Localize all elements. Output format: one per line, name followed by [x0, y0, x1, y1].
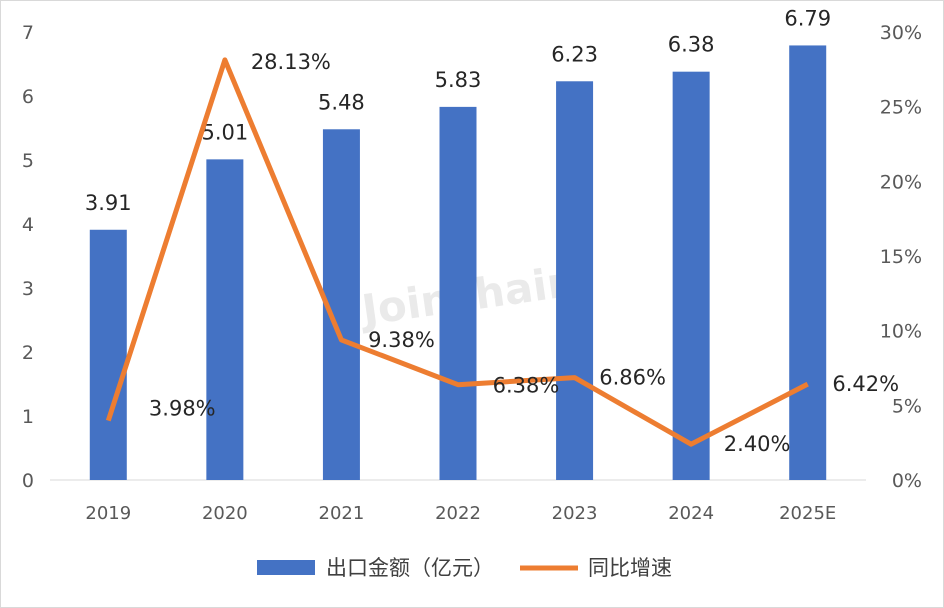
- x-tick-label: 2024: [668, 503, 714, 524]
- growth-rate-label: 6.42%: [832, 372, 899, 396]
- x-tick-label: 2023: [552, 503, 598, 524]
- growth-rate-label: 6.86%: [599, 366, 666, 390]
- right-y-tick-label: 0%: [892, 470, 922, 492]
- x-axis: 2019 2020 2021 2022 2023 2024 2025E: [85, 503, 836, 524]
- left-y-tick-label: 6: [22, 86, 34, 108]
- bar-value-label: 5.48: [318, 90, 365, 114]
- left-y-tick-label: 3: [22, 278, 34, 300]
- bar-value-label: 6.38: [668, 33, 715, 57]
- right-y-tick-label: 30%: [880, 22, 922, 44]
- bar: [89, 229, 127, 480]
- left-y-tick-label: 1: [22, 406, 34, 428]
- legend-line-label: 同比增速: [588, 556, 672, 580]
- growth-rate-label: 6.38%: [493, 374, 560, 398]
- growth-rate-labels: 3.98% 28.13% 9.38% 6.38% 6.86% 2.40% 6.42%: [149, 50, 899, 456]
- bar-value-label: 5.01: [201, 120, 248, 144]
- x-tick-label: 2025E: [779, 503, 836, 524]
- growth-rate-line: [105, 57, 809, 447]
- right-y-tick-label: 15%: [880, 246, 922, 268]
- left-y-axis: 0 1 2 3 4 5 6 7: [22, 22, 34, 492]
- left-y-tick-label: 4: [22, 214, 34, 236]
- bar-value-label: 6.79: [784, 6, 831, 30]
- bar-series: [89, 45, 827, 481]
- legend-bar-swatch: [257, 560, 315, 575]
- left-y-tick-label: 5: [22, 150, 34, 172]
- x-tick-label: 2022: [435, 503, 481, 524]
- right-y-tick-label: 10%: [880, 321, 922, 343]
- bar: [439, 106, 477, 480]
- growth-rate-label: 9.38%: [368, 328, 435, 352]
- bar-value-label: 6.23: [551, 42, 598, 66]
- right-y-tick-label: 5%: [892, 395, 922, 417]
- bar: [789, 45, 827, 480]
- left-y-tick-label: 2: [22, 342, 34, 364]
- right-y-tick-label: 25%: [880, 97, 922, 119]
- bar: [672, 71, 710, 481]
- growth-rate-label: 2.40%: [724, 432, 791, 456]
- bar: [206, 159, 244, 481]
- growth-rate-label: 3.98%: [149, 397, 216, 421]
- left-y-tick-label: 0: [22, 470, 34, 492]
- left-y-tick-label: 7: [22, 22, 34, 44]
- bar: [556, 81, 594, 480]
- x-tick-label: 2019: [85, 503, 131, 524]
- right-y-axis: 0% 5% 10% 15% 20% 25% 30%: [880, 22, 922, 492]
- legend: 出口金额（亿元） 同比增速: [257, 556, 672, 580]
- legend-bar-label: 出口金额（亿元）: [326, 556, 494, 580]
- bar-value-label: 3.91: [85, 191, 132, 215]
- growth-rate-label: 28.13%: [251, 50, 331, 74]
- bar-value-label: 5.83: [435, 68, 482, 92]
- bar-value-labels: 3.91 5.01 5.48 5.83 6.23 6.38 6.79: [85, 6, 831, 214]
- x-tick-label: 2021: [319, 503, 365, 524]
- right-y-tick-label: 20%: [880, 171, 922, 193]
- x-tick-label: 2020: [202, 503, 248, 524]
